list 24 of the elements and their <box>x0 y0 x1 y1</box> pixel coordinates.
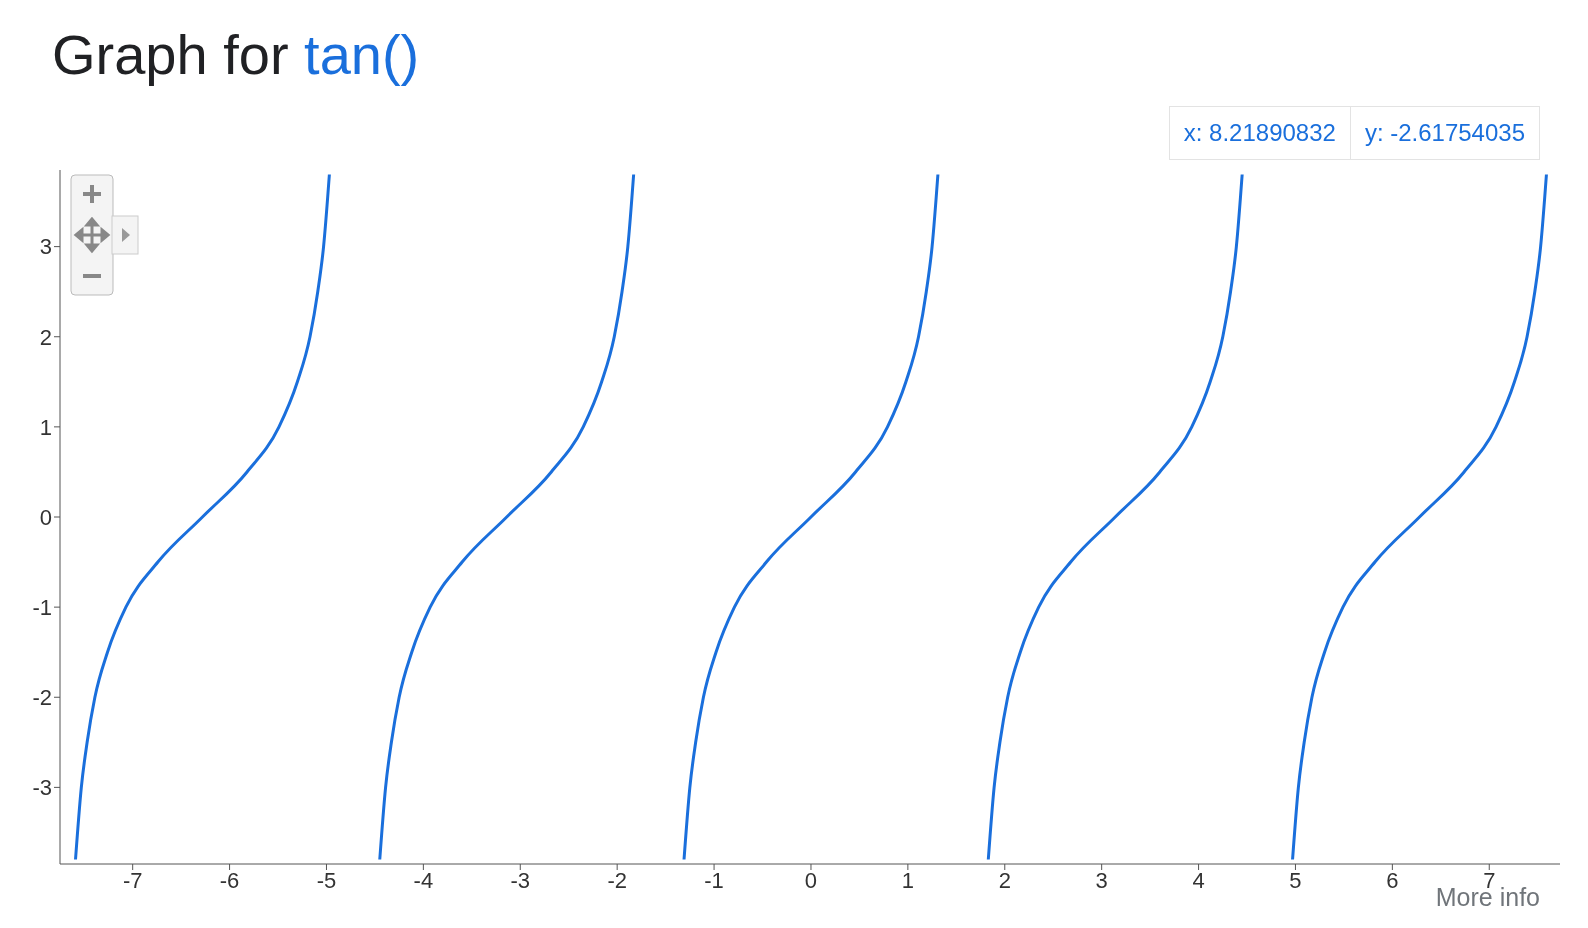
x-tick-label: 6 <box>1386 867 1399 893</box>
x-tick-label: -2 <box>607 867 627 893</box>
x-tick-label: -7 <box>122 867 143 893</box>
y-tick-label: 2 <box>39 324 52 350</box>
x-tick-label: 3 <box>1095 867 1108 893</box>
x-tick-label: -6 <box>219 867 240 893</box>
x-tick-label: 4 <box>1192 867 1205 893</box>
y-tick-label: 0 <box>39 504 52 530</box>
y-tick-label: -3 <box>32 775 52 801</box>
x-tick-label: 2 <box>998 867 1011 893</box>
x-tick-label: -5 <box>316 867 337 893</box>
x-tick-label: -4 <box>413 867 434 893</box>
chart-title: Graph for tan() <box>52 22 420 87</box>
text: y: -2.61754035 <box>1363 118 1526 148</box>
y-tick-label: -2 <box>32 685 52 711</box>
y-tick-label: -1 <box>32 594 52 620</box>
x-tick-label: 0 <box>804 867 818 893</box>
y-tick-label: 1 <box>39 414 52 440</box>
x-tick-label: 1 <box>901 867 914 893</box>
text: x: 8.21890832 <box>1169 107 1351 159</box>
x-tick-label: 5 <box>1289 867 1302 893</box>
y-tick-label: 3 <box>39 234 52 260</box>
x-tick-label: -1 <box>704 867 724 893</box>
x-tick-label: -3 <box>510 867 531 893</box>
